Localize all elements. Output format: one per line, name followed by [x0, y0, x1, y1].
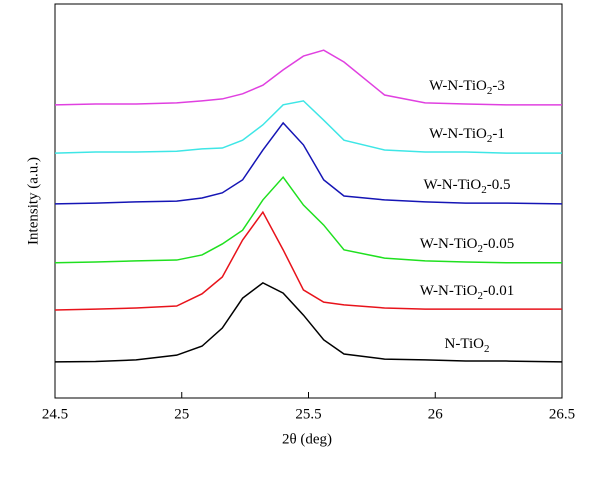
series-line [54, 281, 563, 363]
series-label: W-N-TiO2-0.5 [423, 177, 510, 195]
series-label: N-TiO2 [445, 336, 490, 354]
series-line [54, 49, 562, 106]
x-tick-label: 26 [428, 406, 444, 422]
series-line [54, 121, 563, 205]
x-tick-label: 24.5 [42, 406, 68, 422]
y-axis-label: Intensity (a.u.) [25, 157, 41, 245]
series-label: W-N-TiO2-3 [429, 78, 505, 96]
plot-frame [54, 3, 563, 399]
series-label: W-N-TiO2-0.01 [420, 283, 515, 301]
x-tick-label: 26.5 [549, 406, 575, 422]
series-label: W-N-TiO2-0.05 [420, 236, 515, 254]
series-label: W-N-TiO2-1 [429, 126, 505, 144]
series-line [54, 210, 562, 311]
x-tick-label: 25 [174, 406, 189, 422]
series-line [54, 100, 562, 154]
series-line [54, 175, 562, 264]
x-axis-label: 2θ (deg) [282, 431, 332, 447]
x-tick-label: 25.5 [295, 406, 321, 422]
